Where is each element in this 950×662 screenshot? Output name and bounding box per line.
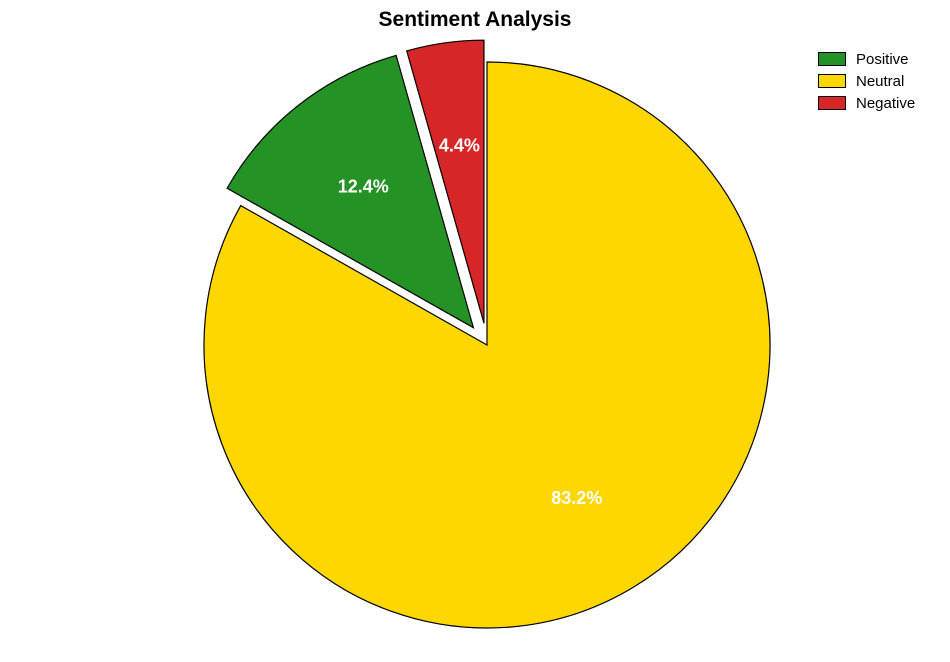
pie-slice-label-positive: 12.4% (338, 176, 389, 196)
pie-svg: 83.2% 12.4% 4.4% (0, 0, 950, 662)
legend-swatch-negative (818, 96, 846, 110)
legend-label-neutral: Neutral (856, 73, 904, 90)
legend-label-positive: Positive (856, 51, 909, 68)
legend-item-neutral: Neutral (818, 70, 915, 92)
legend: Positive Neutral Negative (818, 48, 915, 114)
pie-slice-label-neutral: 83.2% (551, 488, 602, 508)
legend-swatch-positive (818, 52, 846, 66)
legend-label-negative: Negative (856, 95, 915, 112)
sentiment-pie-chart: Sentiment Analysis 83.2%12.4%4.4% Positi… (0, 0, 950, 662)
legend-item-positive: Positive (818, 48, 915, 70)
legend-swatch-neutral (818, 74, 846, 88)
pie-slice-label-negative: 4.4% (439, 135, 480, 155)
legend-item-negative: Negative (818, 92, 915, 114)
